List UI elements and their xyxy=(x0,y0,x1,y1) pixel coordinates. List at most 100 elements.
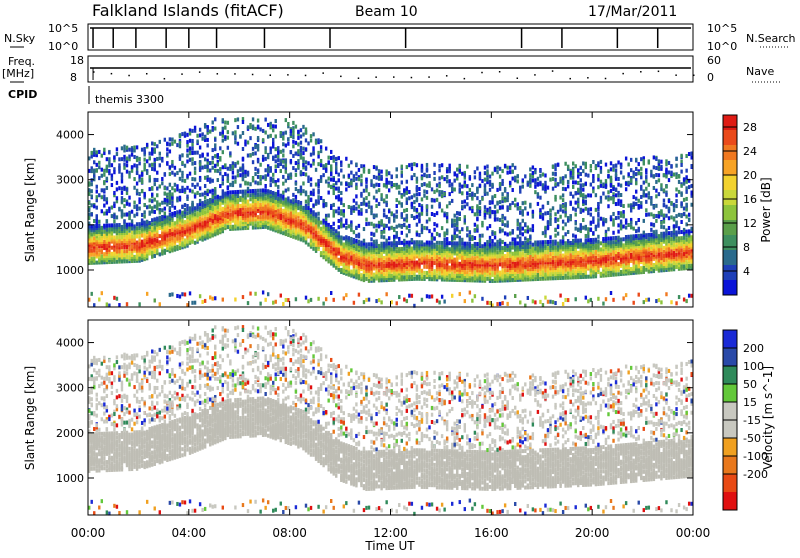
power-cell xyxy=(143,210,145,214)
power-cell xyxy=(428,229,430,233)
power-cell xyxy=(146,220,148,224)
power-cell xyxy=(499,167,501,171)
power-cell xyxy=(365,249,367,253)
power-cell xyxy=(469,177,471,181)
power-cell xyxy=(385,169,387,173)
power-cell xyxy=(479,184,481,188)
power-cell xyxy=(179,224,181,228)
power-cell xyxy=(522,227,524,231)
power-cell xyxy=(282,182,284,186)
power-cell xyxy=(338,231,340,235)
power-cell xyxy=(138,230,140,234)
power-cell xyxy=(209,198,211,202)
power-cell xyxy=(307,232,309,236)
power-cell xyxy=(375,204,377,208)
power-cell xyxy=(199,168,201,172)
power-cell xyxy=(391,226,393,230)
power-cell xyxy=(370,237,372,241)
nave-dot xyxy=(234,73,236,75)
power-cell xyxy=(363,270,365,274)
power-cell xyxy=(201,193,203,197)
power-cell xyxy=(138,157,140,161)
power-cell xyxy=(101,188,103,192)
power-cell xyxy=(234,175,236,179)
power-cell xyxy=(532,299,534,303)
power-cell xyxy=(380,300,382,304)
power-cell xyxy=(234,140,236,144)
power-cell xyxy=(254,127,256,131)
power-cell xyxy=(476,209,478,213)
power-cell xyxy=(438,168,440,172)
power-cell xyxy=(169,213,171,217)
power-cell xyxy=(355,226,357,230)
power-cell xyxy=(335,209,337,213)
power-cell xyxy=(307,176,309,180)
power-cell xyxy=(527,271,529,275)
power-cell xyxy=(237,142,239,146)
power-cell xyxy=(330,172,332,176)
power-cell xyxy=(285,198,287,202)
power-cell xyxy=(126,146,128,150)
power-cell xyxy=(370,183,372,187)
power-cell xyxy=(214,196,216,200)
power-cell xyxy=(222,207,224,211)
power-cell xyxy=(406,208,408,212)
power-cell xyxy=(406,271,408,275)
power-cell xyxy=(494,194,496,198)
power-cell xyxy=(126,188,128,192)
power-cell xyxy=(383,224,385,228)
power-cell xyxy=(501,240,503,244)
power-cell xyxy=(494,167,496,171)
power-cell xyxy=(532,228,534,232)
power-cell xyxy=(310,239,312,243)
power-cell xyxy=(519,239,521,243)
power-cell xyxy=(501,215,503,219)
power-cell xyxy=(489,214,491,218)
power-cell xyxy=(277,213,279,217)
power-cell xyxy=(358,177,360,181)
power-cell xyxy=(259,181,261,185)
power-cell xyxy=(446,259,448,263)
power-cell xyxy=(416,163,418,167)
power-cell xyxy=(194,195,196,199)
power-cell xyxy=(471,237,473,241)
power-cell xyxy=(247,193,249,197)
power-cell xyxy=(446,241,448,245)
power-cell xyxy=(441,241,443,245)
power-cell xyxy=(312,146,314,150)
power-cell xyxy=(189,206,191,210)
power-cell xyxy=(116,235,118,239)
power-cell xyxy=(464,219,466,223)
power-cell xyxy=(292,135,294,139)
power-cell xyxy=(438,233,440,237)
power-cell xyxy=(479,172,481,176)
nave-dot xyxy=(322,72,324,74)
power-cell xyxy=(287,233,289,237)
power-cell xyxy=(285,170,287,174)
power-cell xyxy=(93,169,95,173)
power-cell xyxy=(496,250,498,254)
power-cell xyxy=(98,176,100,180)
power-cell xyxy=(141,240,143,244)
power-cell xyxy=(408,275,410,279)
power-cell xyxy=(459,165,461,169)
power-cell xyxy=(204,196,206,200)
power-cell xyxy=(398,241,400,245)
power-cell xyxy=(212,120,214,124)
power-cell xyxy=(532,224,534,228)
freq-tick-bottom: 8 xyxy=(70,71,77,84)
power-cell xyxy=(340,235,342,239)
power-cell xyxy=(204,157,206,161)
power-cell xyxy=(355,239,357,243)
power-cell xyxy=(194,212,196,216)
nave-label: Nave xyxy=(746,65,774,78)
power-cell xyxy=(181,292,183,296)
power-cell xyxy=(330,291,332,295)
power-cell xyxy=(426,271,428,275)
power-cell xyxy=(370,222,372,226)
power-cell xyxy=(438,300,440,304)
power-cell xyxy=(212,128,214,132)
power-cell xyxy=(527,226,529,230)
power-cell xyxy=(514,238,516,242)
power-cell xyxy=(501,196,503,200)
